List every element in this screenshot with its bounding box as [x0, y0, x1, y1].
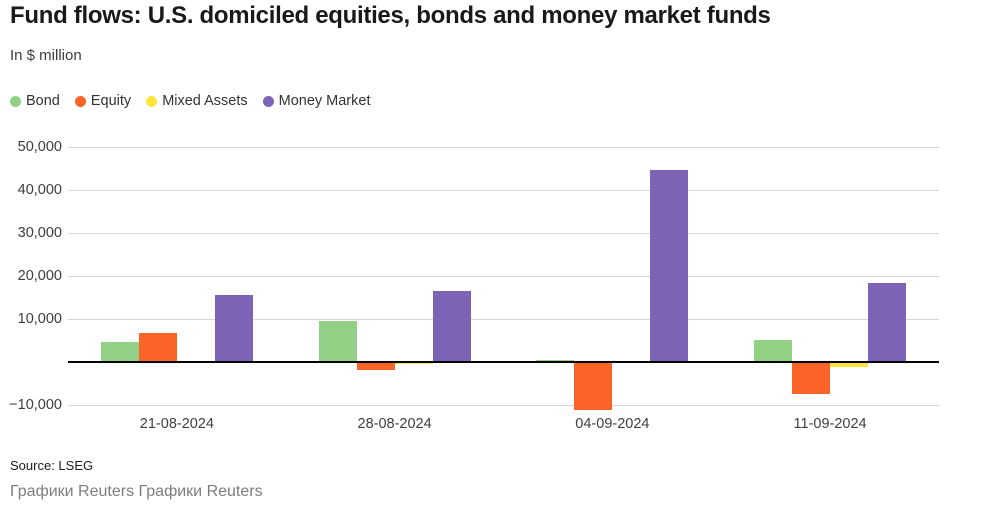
attribution: Графики Reuters Графики Reuters — [10, 483, 263, 500]
legend: Bond Equity Mixed Assets Money Market — [10, 93, 370, 109]
legend-label: Bond — [26, 93, 60, 109]
legend-item-bond: Bond — [10, 93, 60, 109]
gridline — [68, 318, 939, 320]
legend-swatch-icon — [146, 95, 158, 107]
gridline — [68, 275, 939, 277]
y-axis-tick-label: 30,000 — [17, 224, 62, 241]
bar-money-market-28-08-2024 — [432, 291, 471, 362]
y-axis-tick-label: 40,000 — [17, 181, 62, 198]
legend-item-mixed-assets: Mixed Assets — [146, 93, 248, 109]
bar-equity-28-08-2024 — [356, 361, 395, 370]
legend-item-money-market: Money Market — [262, 93, 371, 109]
bar-equity-11-09-2024 — [792, 361, 831, 395]
bar-money-market-21-08-2024 — [214, 295, 253, 362]
chart-subtitle: In $ million — [10, 47, 82, 64]
gridline — [68, 232, 939, 234]
chart-title: Fund flows: U.S. domiciled equities, bon… — [10, 2, 771, 29]
y-axis-tick-label: −10,000 — [9, 396, 62, 413]
bar-equity-04-09-2024 — [574, 361, 613, 410]
bar-equity-21-08-2024 — [138, 332, 177, 362]
bar-bond-21-08-2024 — [100, 341, 139, 362]
x-axis-zero-line — [68, 360, 939, 363]
gridline — [68, 404, 939, 406]
y-axis-tick-label: 10,000 — [17, 310, 62, 327]
bar-bond-28-08-2024 — [318, 320, 357, 362]
source-note: Source: LSEG — [10, 458, 94, 473]
legend-swatch-icon — [262, 95, 274, 107]
gridline — [68, 146, 939, 148]
x-axis-tick-label: 21-08-2024 — [139, 416, 214, 432]
legend-item-equity: Equity — [74, 93, 132, 109]
legend-swatch-icon — [10, 95, 21, 107]
legend-swatch-icon — [74, 95, 86, 107]
x-axis-tick-label: 04-09-2024 — [575, 416, 650, 432]
x-axis-tick-label: 11-09-2024 — [793, 416, 867, 432]
bar-mixed-assets-11-09-2024 — [830, 361, 869, 367]
legend-label: Equity — [90, 93, 132, 109]
legend-label: Mixed Assets — [162, 93, 248, 109]
bar-money-market-04-09-2024 — [650, 169, 689, 362]
bar-money-market-11-09-2024 — [868, 283, 907, 362]
gridline — [68, 189, 939, 191]
x-axis-tick-label: 28-08-2024 — [357, 416, 432, 432]
bar-bond-11-09-2024 — [754, 340, 793, 362]
y-axis-tick-label: 20,000 — [17, 267, 62, 284]
legend-label: Money Market — [278, 93, 371, 109]
bar-mixed-assets-28-08-2024 — [394, 361, 433, 365]
y-axis-tick-label: 50,000 — [17, 138, 62, 155]
